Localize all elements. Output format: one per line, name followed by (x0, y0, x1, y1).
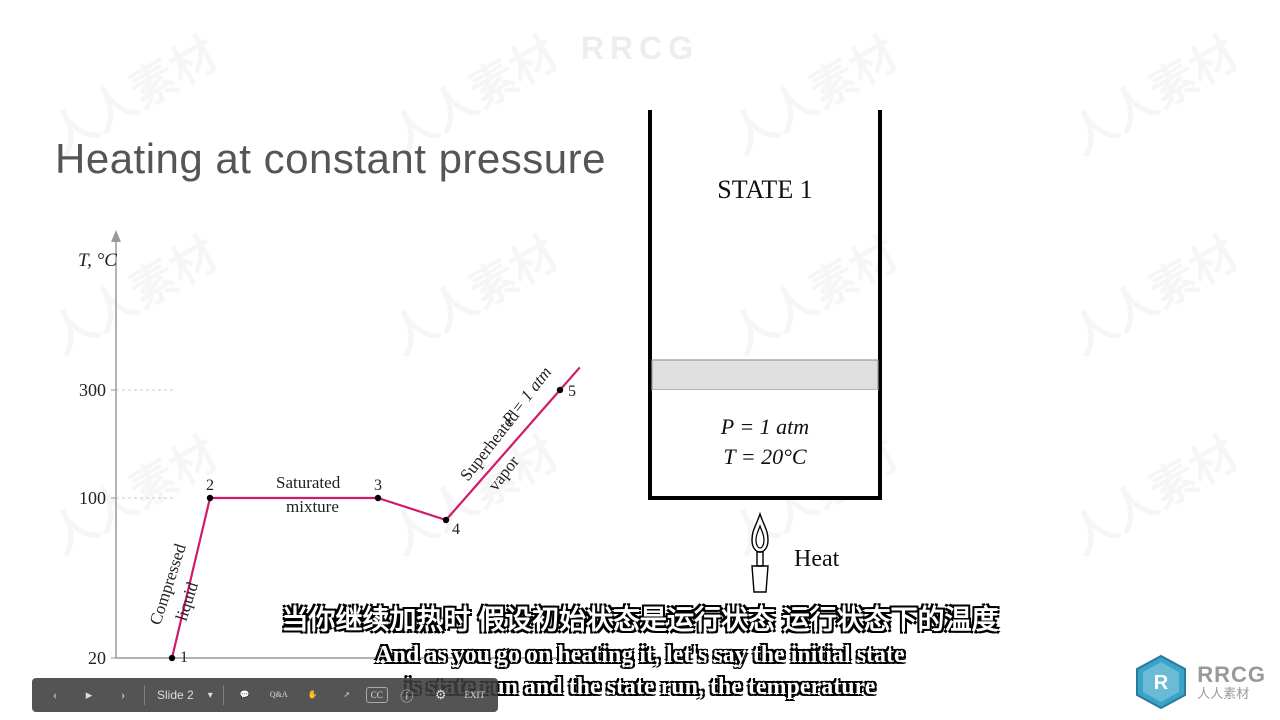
watermark-top: RRCG (581, 30, 699, 67)
slide-title: Heating at constant pressure (55, 135, 606, 183)
toolbar-divider (223, 685, 224, 705)
toolbar-divider (144, 685, 145, 705)
temperature-chart: T, °C2010030012345CompressedliquidSatura… (60, 230, 620, 670)
logo-text-line2: 人人素材 (1197, 687, 1266, 701)
svg-text:100: 100 (79, 488, 106, 508)
settings-button[interactable]: ⚙ (426, 680, 456, 710)
bg-watermark: 人人素材 (1056, 418, 1248, 567)
brand-logo: R RRCG 人人素材 (1133, 654, 1266, 710)
raise-hand-button[interactable]: ✋ (298, 680, 328, 710)
presenter-toolbar: ‹ ▸ › Slide 2 ▾ 💬 Q&A ✋ ➚ CC ⓘ ⚙ EXIT (32, 678, 498, 712)
chat-icon: 💬 (240, 691, 250, 699)
bg-watermark: 人人素材 (1056, 18, 1248, 167)
svg-text:P = 1 atm: P = 1 atm (498, 363, 556, 429)
heat-label: Heat (794, 546, 839, 573)
qa-button[interactable]: Q&A (264, 680, 294, 710)
svg-text:3: 3 (374, 477, 382, 494)
svg-text:T = 20°C: T = 20°C (723, 444, 806, 469)
svg-text:P = 1 atm: P = 1 atm (720, 414, 809, 439)
logo-badge-icon: R (1133, 654, 1189, 710)
svg-text:mixture: mixture (286, 497, 339, 516)
svg-text:1: 1 (180, 649, 188, 666)
info-button[interactable]: ⓘ (392, 680, 422, 710)
svg-text:20: 20 (88, 648, 106, 668)
hand-icon: ✋ (308, 691, 318, 699)
svg-text:R: R (1154, 672, 1169, 694)
chart-svg: T, °C2010030012345CompressedliquidSatura… (60, 230, 620, 700)
prev-slide-button[interactable]: ‹ (40, 680, 70, 710)
gear-icon: ⚙ (435, 687, 447, 703)
cylinder-svg: STATE 1 P = 1 atm T = 20°C (640, 110, 890, 510)
cc-button[interactable]: CC (366, 687, 388, 703)
exit-button[interactable]: EXIT (460, 680, 490, 710)
slide-dropdown-icon[interactable]: ▾ (204, 690, 217, 701)
chat-button[interactable]: 💬 (230, 680, 260, 710)
svg-text:4: 4 (452, 521, 460, 538)
svg-text:2: 2 (206, 477, 214, 494)
pointer-button[interactable]: ➚ (332, 680, 362, 710)
flame-icon (742, 512, 778, 596)
play-button[interactable]: ▸ (74, 680, 104, 710)
svg-text:Saturated: Saturated (276, 473, 341, 492)
next-slide-button[interactable]: › (108, 680, 138, 710)
slide-indicator[interactable]: Slide 2 (151, 688, 200, 702)
svg-text:300: 300 (79, 380, 106, 400)
svg-text:T, °C: T, °C (78, 250, 117, 271)
pointer-icon: ➚ (343, 691, 350, 699)
svg-text:STATE 1: STATE 1 (717, 175, 812, 204)
logo-text-line1: RRCG (1197, 663, 1266, 687)
svg-text:5: 5 (568, 383, 576, 400)
bg-watermark: 人人素材 (1056, 218, 1248, 367)
